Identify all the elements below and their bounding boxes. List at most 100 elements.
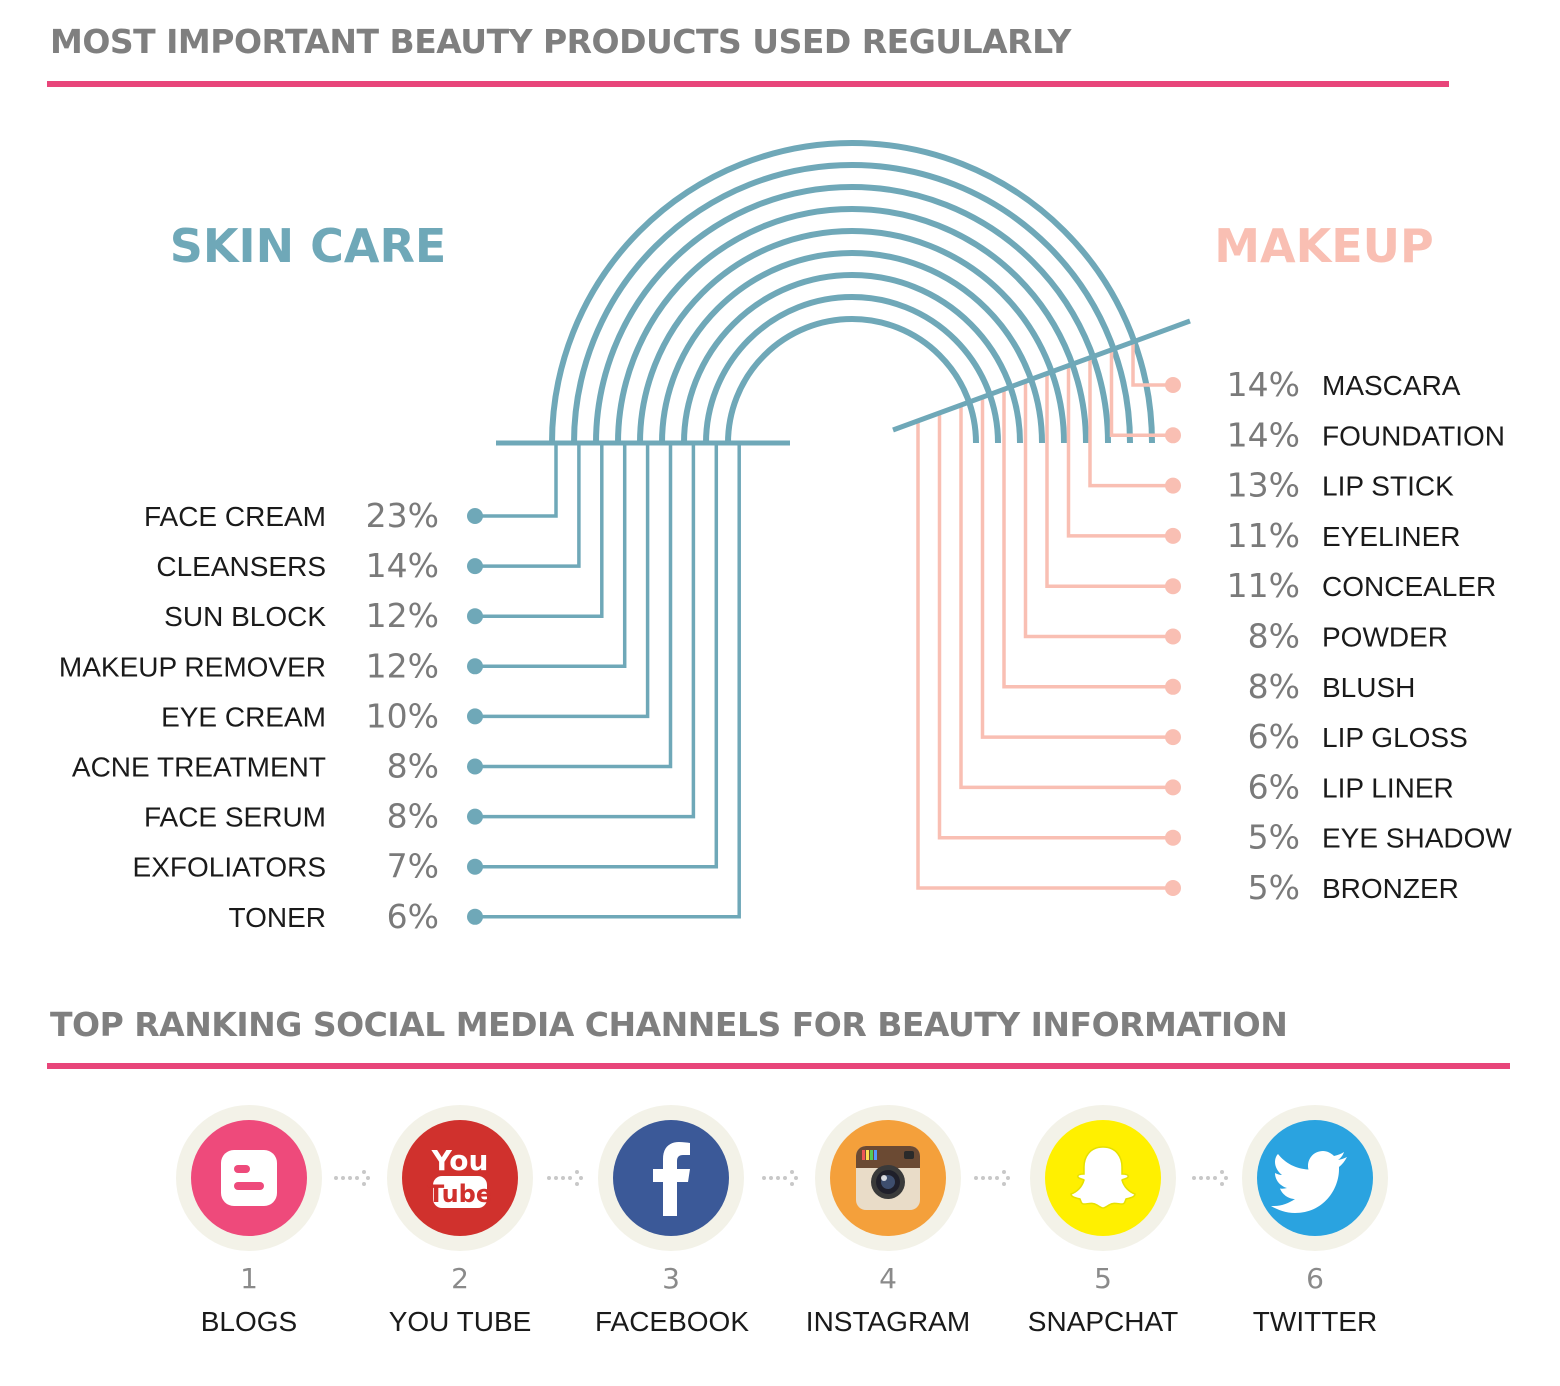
channel-name: INSTAGRAM [805, 1306, 971, 1337]
makeup-dot [1165, 477, 1181, 494]
blogger-icon [191, 1120, 307, 1236]
skin-care-value-label: 10% [366, 696, 439, 735]
makeup-dot [1165, 729, 1181, 746]
social-section-title: TOP RANKING SOCIAL MEDIA CHANNELS FOR BE… [50, 1005, 1288, 1044]
makeup-value-label: 5% [1248, 868, 1300, 907]
makeup-connector [916, 420, 1173, 890]
channel-facebook [598, 1105, 744, 1251]
channel-snapchat [1030, 1105, 1176, 1251]
channel-blogs [176, 1105, 322, 1251]
skin-care-value-label: 23% [366, 496, 439, 535]
skin-care-value-label: 12% [366, 646, 439, 685]
skin-care-category-label: CLEANSERS [156, 551, 326, 582]
makeup-dot [1165, 377, 1181, 393]
skin-care-category-label: SUN BLOCK [164, 601, 326, 632]
makeup-value-label: 6% [1248, 717, 1300, 756]
twitter-icon [1257, 1120, 1373, 1236]
skin-care-group-title: SKIN CARE [170, 219, 447, 273]
skin-care-connector [475, 443, 741, 919]
products-section-title: MOST IMPORTANT BEAUTY PRODUCTS USED REGU… [50, 22, 1071, 61]
makeup-connector [937, 412, 1173, 840]
skin-care-category-label: MAKEUP REMOVER [59, 651, 326, 682]
skin-care-connector [475, 443, 581, 568]
skin-care-arc [659, 250, 1045, 444]
channel-rank: 2 [451, 1262, 469, 1295]
skin-care-category-label: FACE CREAM [144, 501, 326, 532]
makeup-connector [1109, 349, 1173, 438]
skin-care-dot [467, 908, 483, 925]
makeup-category-label: CONCEALER [1322, 571, 1496, 602]
makeup-dot [1165, 678, 1181, 695]
makeup-connector [1066, 365, 1173, 538]
makeup-dot [1165, 578, 1181, 595]
makeup-connector [980, 397, 1173, 739]
makeup-category-label: MASCARA [1322, 370, 1461, 401]
skin-care-dot [467, 608, 483, 625]
makeup-dot [1165, 829, 1181, 846]
makeup-value-label: 14% [1227, 415, 1300, 454]
skin-care-connector [475, 443, 673, 769]
skin-care-dot [467, 658, 483, 675]
makeup-dot [1165, 628, 1181, 645]
skin-care-connector [475, 443, 696, 819]
makeup-group-title: MAKEUP [1214, 219, 1434, 273]
skin-care-arc [725, 316, 979, 444]
makeup-base-line [892, 318, 1191, 433]
skin-care-arcs [549, 140, 1155, 444]
skin-care-arc [593, 184, 1111, 444]
channel-rank: 4 [879, 1262, 897, 1295]
chevron-right-icon [332, 1168, 376, 1188]
skin-care-value-label: 8% [387, 747, 439, 786]
skin-care-arc [549, 140, 1155, 444]
youtube-icon: You Tube [402, 1120, 518, 1236]
channel-name: TWITTER [1252, 1306, 1378, 1337]
skin-care-connector [475, 443, 558, 518]
makeup-value-label: 13% [1227, 466, 1300, 505]
makeup-connector [1131, 341, 1173, 387]
chevron-right-icon [1190, 1168, 1234, 1188]
skin-care-arc [703, 294, 1001, 444]
makeup-value-label: 11% [1227, 566, 1300, 605]
skin-care-dot [467, 708, 483, 725]
skin-care-category-label: TONER [229, 902, 327, 933]
skin-care-arc [615, 206, 1089, 444]
makeup-category-label: BRONZER [1322, 873, 1459, 904]
makeup-category-label: POWDER [1322, 622, 1448, 653]
makeup-connector [1088, 357, 1173, 488]
skin-care-dot [467, 758, 483, 775]
makeup-category-label: BLUSH [1322, 672, 1415, 703]
makeup-category-label: EYE SHADOW [1322, 823, 1512, 854]
makeup-connector [1002, 389, 1173, 689]
skin-care-connector [475, 443, 627, 669]
channel-name: BLOGS [200, 1306, 298, 1337]
makeup-value-label: 8% [1248, 667, 1300, 706]
youtube-logo-bottom: Tube [428, 1180, 492, 1208]
skin-care-category-label: FACE SERUM [144, 802, 326, 833]
chevron-right-icon [545, 1168, 589, 1188]
skin-care-value-label: 14% [366, 546, 439, 585]
snapchat-icon [1045, 1120, 1161, 1236]
makeup-category-label: FOUNDATION [1322, 420, 1505, 451]
skin-care-category-label: EXFOLIATORS [133, 852, 326, 883]
makeup-dot [1165, 427, 1181, 444]
makeup-value-label: 8% [1248, 617, 1300, 656]
makeup-value-label: 11% [1227, 516, 1300, 555]
makeup-connector [959, 405, 1173, 790]
channel-rank: 3 [662, 1262, 680, 1295]
makeup-value-label: 5% [1248, 818, 1300, 857]
chevron-right-icon [760, 1168, 804, 1188]
makeup-category-label: LIP GLOSS [1322, 722, 1468, 753]
title-underline [47, 81, 1449, 87]
skin-care-value-label: 8% [387, 797, 439, 836]
channel-instagram [815, 1105, 961, 1251]
channel-name: FACEBOOK [594, 1306, 750, 1337]
youtube-logo-top: You [431, 1144, 489, 1177]
skin-care-connectors [467, 443, 741, 925]
makeup-dot [1165, 527, 1181, 544]
instagram-icon [830, 1120, 946, 1236]
makeup-dot [1165, 779, 1181, 796]
skin-care-dot [467, 558, 483, 575]
skin-care-value-label: 7% [387, 847, 439, 886]
skin-care-connector [475, 443, 604, 618]
makeup-category-label: EYELINER [1322, 521, 1461, 552]
